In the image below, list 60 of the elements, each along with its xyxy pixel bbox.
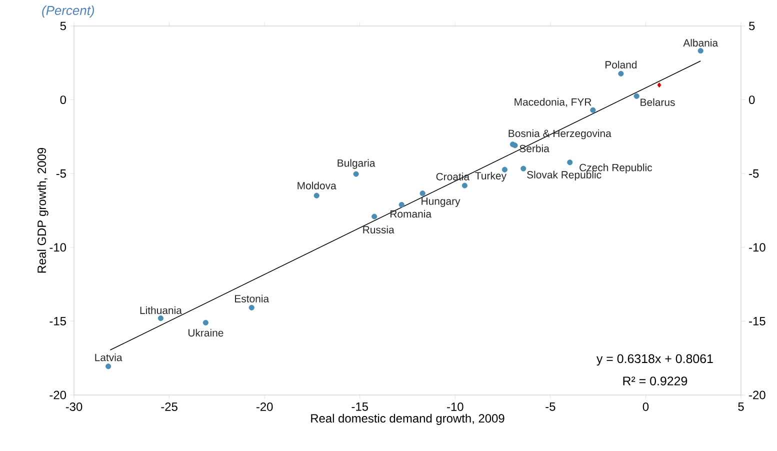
annotation: Moldova [298, 182, 336, 190]
annotation: Bosnia & Herzegovina [508, 129, 612, 140]
x-tick-label: -30 [66, 402, 82, 411]
point [202, 320, 208, 326]
point [158, 315, 164, 322]
x-tick-label: -15 [352, 402, 368, 411]
x-tick-label: -10 [447, 402, 464, 411]
annotation: Belarus [640, 98, 675, 106]
point [398, 202, 404, 208]
point [590, 107, 596, 113]
point [420, 190, 426, 196]
y2-tick-label: 0 [748, 96, 755, 104]
point [353, 171, 359, 177]
point [698, 48, 704, 54]
point [462, 182, 468, 188]
annotation: y = 0.6318x + 0.8061 [596, 354, 713, 366]
annotation: Turkey [475, 172, 506, 182]
annotation: Bulgaria [338, 159, 376, 169]
annotation: Slovak Republic [527, 170, 602, 181]
x-tick-label: -20 [256, 402, 273, 411]
y-tick-label: 0 [60, 96, 66, 104]
y-tick-label: -15 [50, 317, 66, 326]
y-tick-label: 5 [60, 22, 66, 30]
y2-tick-label: 5 [749, 22, 755, 30]
point [618, 70, 624, 76]
y2-tick-label: -20 [749, 390, 766, 400]
annotation: Hungary [422, 198, 460, 207]
y-tick-label: -20 [50, 390, 66, 400]
y-tick-label: -10 [50, 243, 66, 252]
chart-subtitle: (Percent) [42, 6, 94, 18]
annotation: Albania [683, 38, 718, 47]
y-tick-label: -5 [56, 169, 66, 178]
point [520, 166, 526, 172]
annotation: Lithuania [140, 306, 182, 314]
annotation: Macedonia, FYR [514, 98, 592, 107]
x-tick-label: -25 [161, 402, 178, 411]
annotation: Poland [606, 60, 637, 68]
point [567, 160, 573, 166]
annotation: Latvia [95, 353, 122, 362]
y2-tick-label: -15 [749, 317, 766, 326]
y2-tick-label: -5 [749, 169, 759, 178]
x-tick-label: 0 [642, 402, 649, 411]
point [106, 364, 112, 370]
annotation: Ukraine [188, 328, 224, 337]
point [372, 214, 378, 220]
annotation: Russia [363, 226, 394, 234]
x-tick-label: 5 [738, 402, 744, 411]
annotation: Romania [390, 210, 432, 218]
point [248, 304, 254, 310]
x-axis-title: Real domestic demand growth, 2009 [311, 414, 504, 425]
y-axis-title: Real GDP growth, 2009 [37, 148, 48, 273]
point [634, 93, 640, 99]
point [512, 142, 518, 148]
point [657, 82, 662, 88]
annotation: Serbia [520, 144, 550, 152]
y2-tick-label: -10 [749, 243, 766, 252]
annotation: R² = 0.9229 [623, 376, 688, 386]
annotation: Estonia [235, 294, 270, 302]
x-tick-label: -5 [546, 402, 556, 411]
point [314, 192, 320, 198]
